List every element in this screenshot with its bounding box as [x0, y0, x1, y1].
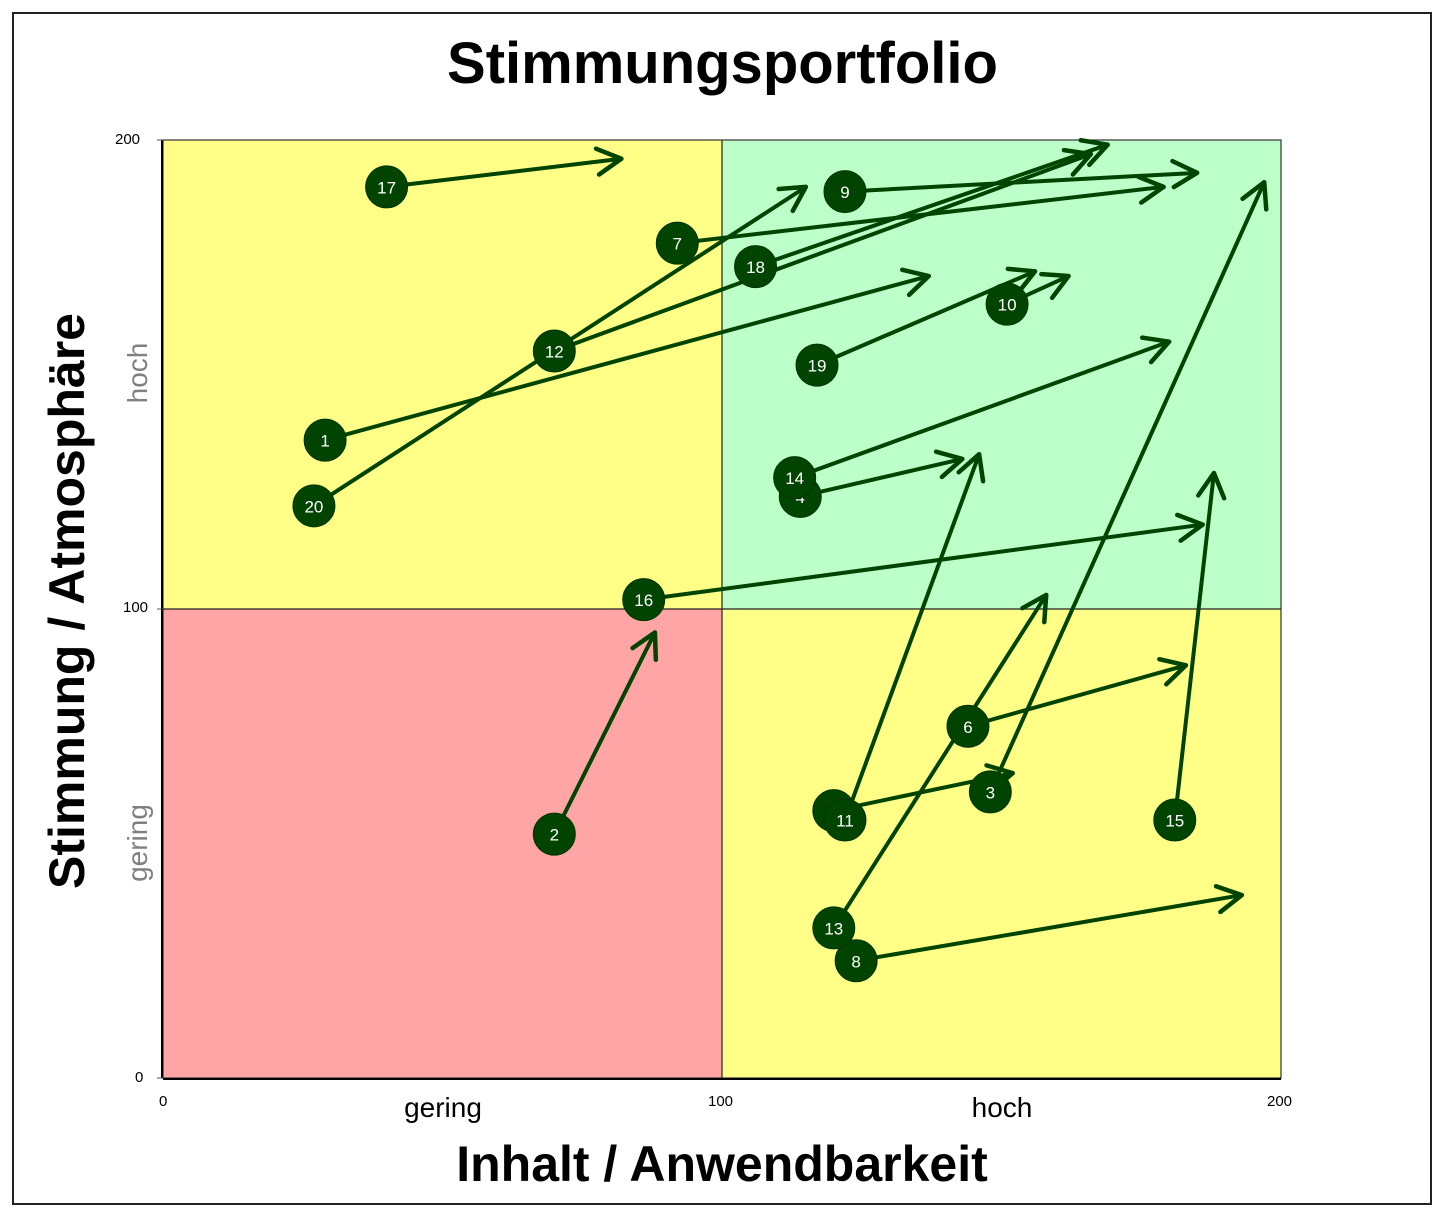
point-marker — [1153, 798, 1197, 842]
point-18: 18 — [734, 245, 778, 289]
point-marker — [968, 770, 1012, 814]
point-label: 1 — [320, 432, 329, 451]
arrow-6 — [965, 656, 1189, 729]
point-13: 13 — [812, 906, 856, 950]
point-9: 9 — [823, 170, 867, 214]
point-11: 11 — [823, 798, 867, 842]
point-label: 11 — [836, 812, 854, 831]
point-label: 15 — [1165, 812, 1184, 831]
quadrant-0 — [163, 140, 722, 609]
axes — [157, 139, 1282, 1080]
point-19: 19 — [795, 343, 839, 387]
arrow-14 — [792, 335, 1172, 480]
y-axis-title: Stimmung / Atmosphäre — [39, 313, 95, 889]
point-marker — [773, 456, 817, 500]
point-marker — [292, 484, 336, 528]
arrow-13 — [831, 592, 1049, 930]
x-tick-200: 200 — [1267, 1093, 1293, 1110]
point-2: 2 — [532, 812, 576, 856]
point-marker — [365, 165, 409, 209]
point-7: 7 — [655, 221, 699, 265]
arrow-4 — [798, 449, 965, 499]
point-20: 20 — [292, 484, 336, 528]
point-marker — [812, 906, 856, 950]
point-10: 10 — [985, 282, 1029, 326]
point-label: 18 — [746, 258, 765, 277]
point-8: 8 — [834, 939, 878, 983]
point-marker — [655, 221, 699, 265]
point-marker — [795, 343, 839, 387]
point-label: 14 — [785, 469, 804, 488]
y-tick-200: 200 — [115, 131, 141, 148]
point-marker — [823, 170, 867, 214]
x-axis-title: Inhalt / Anwendbarkeit — [456, 1136, 988, 1192]
x-category-high: hoch — [971, 1092, 1033, 1123]
point-6: 6 — [946, 704, 990, 748]
y-tick-100: 100 — [123, 599, 149, 616]
point-label: 6 — [963, 718, 972, 737]
point-label: 16 — [634, 591, 653, 610]
y-category-high: hoch — [122, 342, 153, 404]
arrow-16 — [641, 512, 1205, 602]
x-tick-0: 0 — [159, 1093, 168, 1110]
point-label: 2 — [550, 826, 559, 845]
arrow-3 — [988, 179, 1269, 794]
point-marker — [946, 704, 990, 748]
point-label: 7 — [673, 235, 682, 254]
point-marker — [532, 812, 576, 856]
point-marker — [532, 329, 576, 373]
x-category-low: gering — [404, 1092, 482, 1123]
trend-arrows — [311, 138, 1269, 963]
arrow-18 — [753, 138, 1110, 269]
arrow-1 — [323, 267, 932, 443]
point-label: 19 — [808, 357, 827, 376]
arrow-15 — [1172, 470, 1227, 823]
point-label: 8 — [851, 952, 860, 971]
point-marker — [823, 798, 867, 842]
point-label: 12 — [545, 343, 564, 362]
y-category-low: gering — [122, 804, 153, 882]
point-14: 14 — [773, 456, 817, 500]
point-1: 1 — [303, 418, 347, 462]
arrow-9 — [842, 158, 1200, 194]
point-marker — [303, 418, 347, 462]
chart-title: Stimmungsportfolio — [447, 31, 998, 96]
point-15: 15 — [1153, 798, 1197, 842]
quadrant-2 — [163, 609, 722, 1078]
point-marker — [734, 245, 778, 289]
point-3: 3 — [968, 770, 1012, 814]
point-label: 9 — [840, 183, 849, 202]
arrow-8 — [854, 884, 1245, 963]
point-marker — [622, 578, 666, 622]
arrow-2 — [552, 630, 659, 837]
data-points: 1234567891011121314151617181920 — [292, 165, 1197, 983]
point-label: 17 — [377, 178, 396, 197]
arrow-17 — [384, 146, 624, 189]
point-17: 17 — [365, 165, 409, 209]
arrow-11 — [842, 451, 986, 823]
point-label: 20 — [304, 497, 323, 516]
point-label: 13 — [824, 919, 843, 938]
quadrant-3 — [722, 609, 1281, 1078]
chart-frame — [12, 12, 1432, 1205]
point-label: 3 — [986, 783, 995, 802]
point-label: 10 — [998, 296, 1017, 315]
point-marker — [834, 939, 878, 983]
point-marker — [985, 282, 1029, 326]
arrow-12 — [552, 147, 1094, 354]
point-16: 16 — [622, 578, 666, 622]
x-tick-100: 100 — [708, 1093, 734, 1110]
y-tick-0: 0 — [135, 1069, 144, 1086]
point-12: 12 — [532, 329, 576, 373]
